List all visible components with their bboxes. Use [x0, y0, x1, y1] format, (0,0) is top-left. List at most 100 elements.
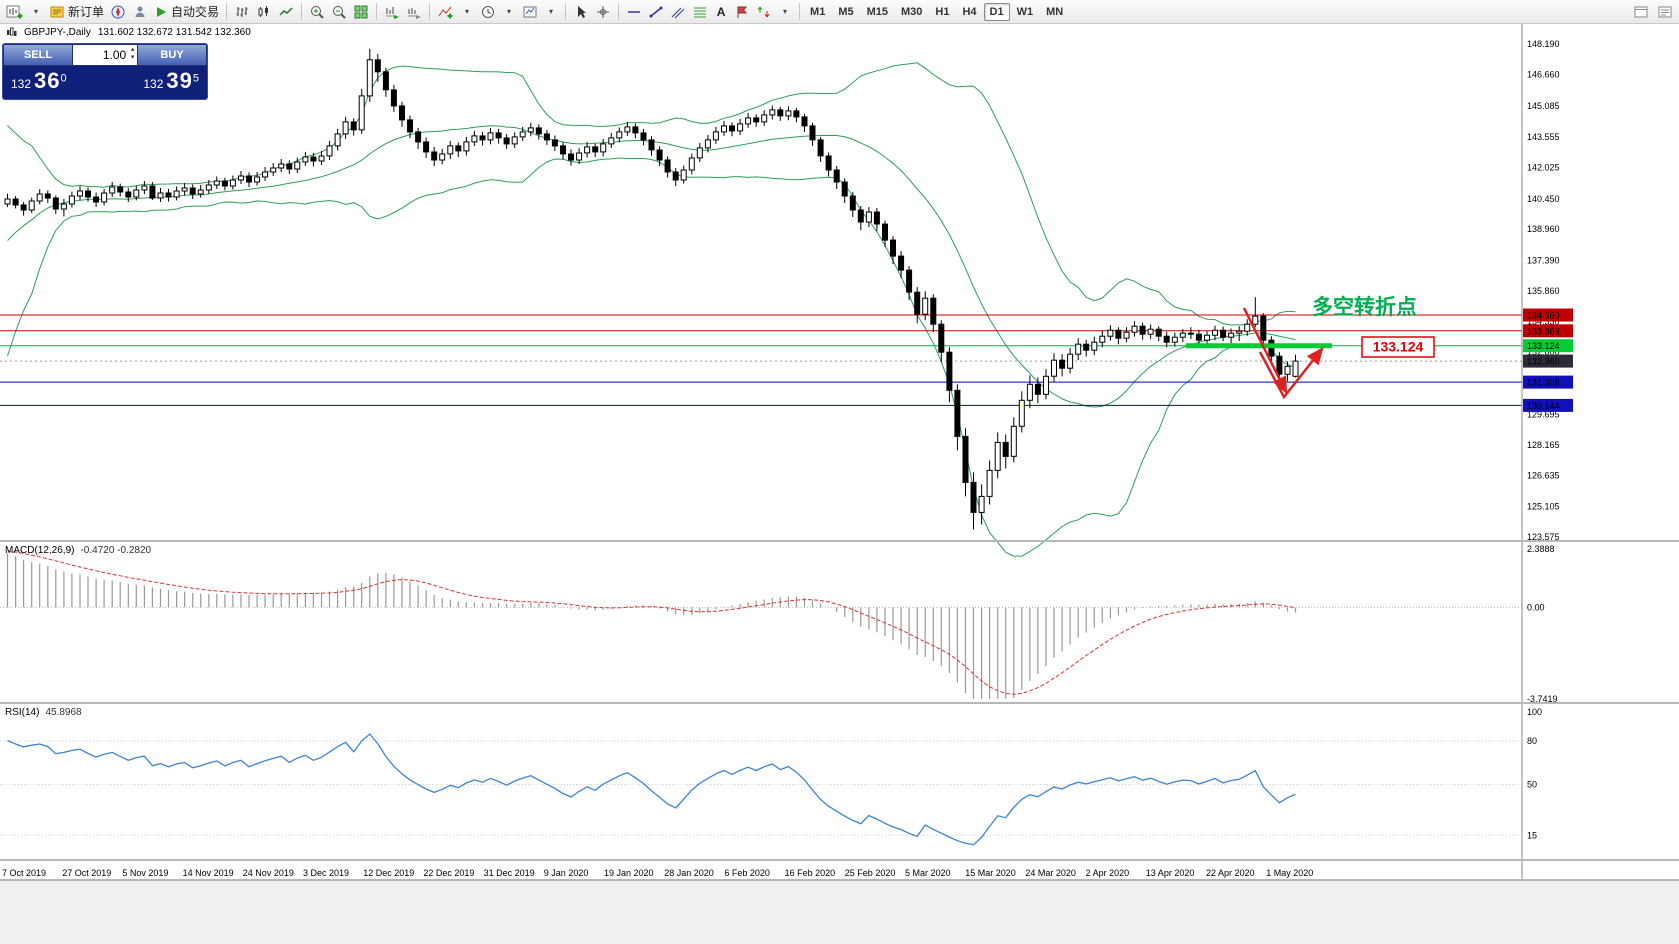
timeframe-button-M1[interactable]: M1: [804, 3, 831, 21]
buy-price: 132 395: [143, 68, 199, 93]
trendline-button[interactable]: [645, 2, 667, 22]
person-icon: [135, 6, 145, 17]
arrows-caret-icon[interactable]: ▾: [775, 2, 795, 22]
channel-button[interactable]: [667, 2, 689, 22]
timeframe-button-H4[interactable]: H4: [956, 3, 982, 21]
arrows-button[interactable]: [753, 2, 775, 22]
svg-text:27 Oct 2019: 27 Oct 2019: [62, 868, 111, 878]
auto-scroll-button[interactable]: [381, 2, 403, 22]
zoom-in-button[interactable]: [306, 2, 328, 22]
buy-button[interactable]: BUY: [137, 44, 207, 66]
chart-shift-icon: [408, 7, 422, 19]
timeframe-bar: M1 M5 M15 M30 H1 H4 D1 W1 MN: [804, 2, 1069, 21]
timeframe-button-W1[interactable]: W1: [1011, 3, 1040, 21]
candles-mode-button[interactable]: [253, 2, 275, 22]
tile-windows-button[interactable]: [350, 2, 372, 22]
macd-name: MACD(12,26,9): [5, 545, 75, 556]
label-button[interactable]: [731, 2, 753, 22]
periods-caret-icon[interactable]: ▾: [499, 2, 519, 22]
periods-button[interactable]: [477, 2, 499, 22]
price-axis: 148.190 146.660 145.085 143.555 142.025 140.4…: [1523, 39, 1573, 542]
volume-input[interactable]: [73, 47, 129, 63]
channel-icon: [671, 7, 685, 18]
price-callout[interactable]: 133.124: [1361, 336, 1435, 358]
sell-button[interactable]: SELL: [3, 44, 73, 66]
new-chart-caret-icon[interactable]: ▾: [26, 2, 46, 22]
trendline-icon: [649, 6, 663, 17]
horizontal-line-button[interactable]: [623, 2, 645, 22]
price-axis-label-130.144: 130.144: [1523, 398, 1573, 412]
svg-text:15 Mar 2020: 15 Mar 2020: [965, 868, 1016, 878]
svg-text:24 Nov 2019: 24 Nov 2019: [243, 868, 294, 878]
label-flag-icon: [737, 6, 748, 18]
horizontal-level-lines[interactable]: [0, 314, 1522, 406]
chart-info-icon: [7, 27, 17, 36]
svg-text:143.555: 143.555: [1527, 132, 1560, 142]
timeframe-button-H1[interactable]: H1: [929, 3, 955, 21]
rsi-value: 45.8968: [45, 707, 82, 718]
toolbar-separator: [301, 3, 303, 20]
svg-text:6 Feb 2020: 6 Feb 2020: [724, 868, 770, 878]
svg-text:16 Feb 2020: 16 Feb 2020: [785, 868, 836, 878]
drawn-arrow-2[interactable]: [1258, 347, 1324, 400]
indicators-button[interactable]: [434, 2, 457, 22]
ohlc-bars-icon: [236, 6, 248, 17]
sell-price: 132 360: [11, 68, 67, 93]
new-chart-button[interactable]: [3, 2, 26, 22]
templates-button[interactable]: [519, 2, 541, 22]
indicators-caret-icon[interactable]: ▾: [457, 2, 477, 22]
timeframe-button-M15[interactable]: M15: [861, 3, 894, 21]
svg-text:126.635: 126.635: [1527, 471, 1560, 481]
rsi-panel-label: RSI(14) 45.8968: [5, 707, 82, 718]
text-button[interactable]: A: [711, 2, 731, 22]
community-button[interactable]: [129, 2, 151, 22]
svg-text:135.860: 135.860: [1527, 286, 1560, 296]
timeframe-button-D1[interactable]: D1: [983, 2, 1010, 21]
text-tool-icon: A: [716, 4, 726, 19]
autotrading-play-icon: [157, 6, 167, 17]
svg-text:22 Apr 2020: 22 Apr 2020: [1206, 868, 1255, 878]
chart-ohlc-values: 131.602 132.672 131.542 132.360: [97, 27, 251, 38]
metaeditor-button[interactable]: [107, 2, 129, 22]
zoom-out-button[interactable]: [328, 2, 350, 22]
arrows-icon: [757, 6, 770, 17]
svg-text:133.124: 133.124: [1527, 341, 1560, 351]
volume-up-icon[interactable]: ▴: [130, 46, 135, 53]
cursor-button[interactable]: [570, 2, 592, 22]
drawn-arrow-1[interactable]: [1242, 307, 1288, 395]
bars-mode-button[interactable]: [231, 2, 253, 22]
timeframe-button-M5[interactable]: M5: [832, 3, 859, 21]
svg-text:2 Apr 2020: 2 Apr 2020: [1086, 868, 1130, 878]
volume-down-icon[interactable]: ▾: [130, 54, 135, 61]
svg-text:148.190: 148.190: [1527, 39, 1560, 49]
svg-text:130.144: 130.144: [1527, 401, 1560, 411]
timeframe-button-MN[interactable]: MN: [1040, 3, 1069, 21]
turning-point-label[interactable]: 多空转折点: [1312, 295, 1417, 319]
svg-text:138.960: 138.960: [1527, 224, 1560, 234]
price-axis-label-131.308: 131.308: [1523, 375, 1573, 389]
fibonacci-button[interactable]: [689, 2, 711, 22]
svg-text:28 Jan 2020: 28 Jan 2020: [664, 868, 714, 878]
price-axis-label-134.660: 134.660: [1523, 308, 1573, 322]
crosshair-button[interactable]: [592, 2, 614, 22]
svg-text:5 Mar 2020: 5 Mar 2020: [905, 868, 951, 878]
chart-symbol-period: GBPJPY-,Daily: [24, 27, 91, 38]
new-order-button[interactable]: 新订单: [46, 2, 107, 22]
line-mode-button[interactable]: [275, 2, 297, 22]
toolbar-separator: [618, 3, 620, 20]
templates-caret-icon[interactable]: ▾: [541, 2, 561, 22]
svg-text:15: 15: [1527, 830, 1537, 840]
chart-shift-button[interactable]: [403, 2, 425, 22]
toolbar-right-button-1[interactable]: [1630, 2, 1652, 22]
chart-info: GBPJPY-,Daily 131.602 132.672 131.542 13…: [6, 27, 251, 38]
timeframe-button-M30[interactable]: M30: [895, 3, 928, 21]
crosshair-icon: [597, 5, 610, 18]
toolbar-right-button-2[interactable]: [1654, 2, 1676, 22]
svg-text:137.390: 137.390: [1527, 255, 1560, 265]
autotrading-button[interactable]: 自动交易: [151, 2, 222, 22]
svg-text:140.450: 140.450: [1527, 194, 1560, 204]
cursor-icon: [578, 5, 587, 18]
svg-text:-3.7419: -3.7419: [1527, 694, 1558, 704]
